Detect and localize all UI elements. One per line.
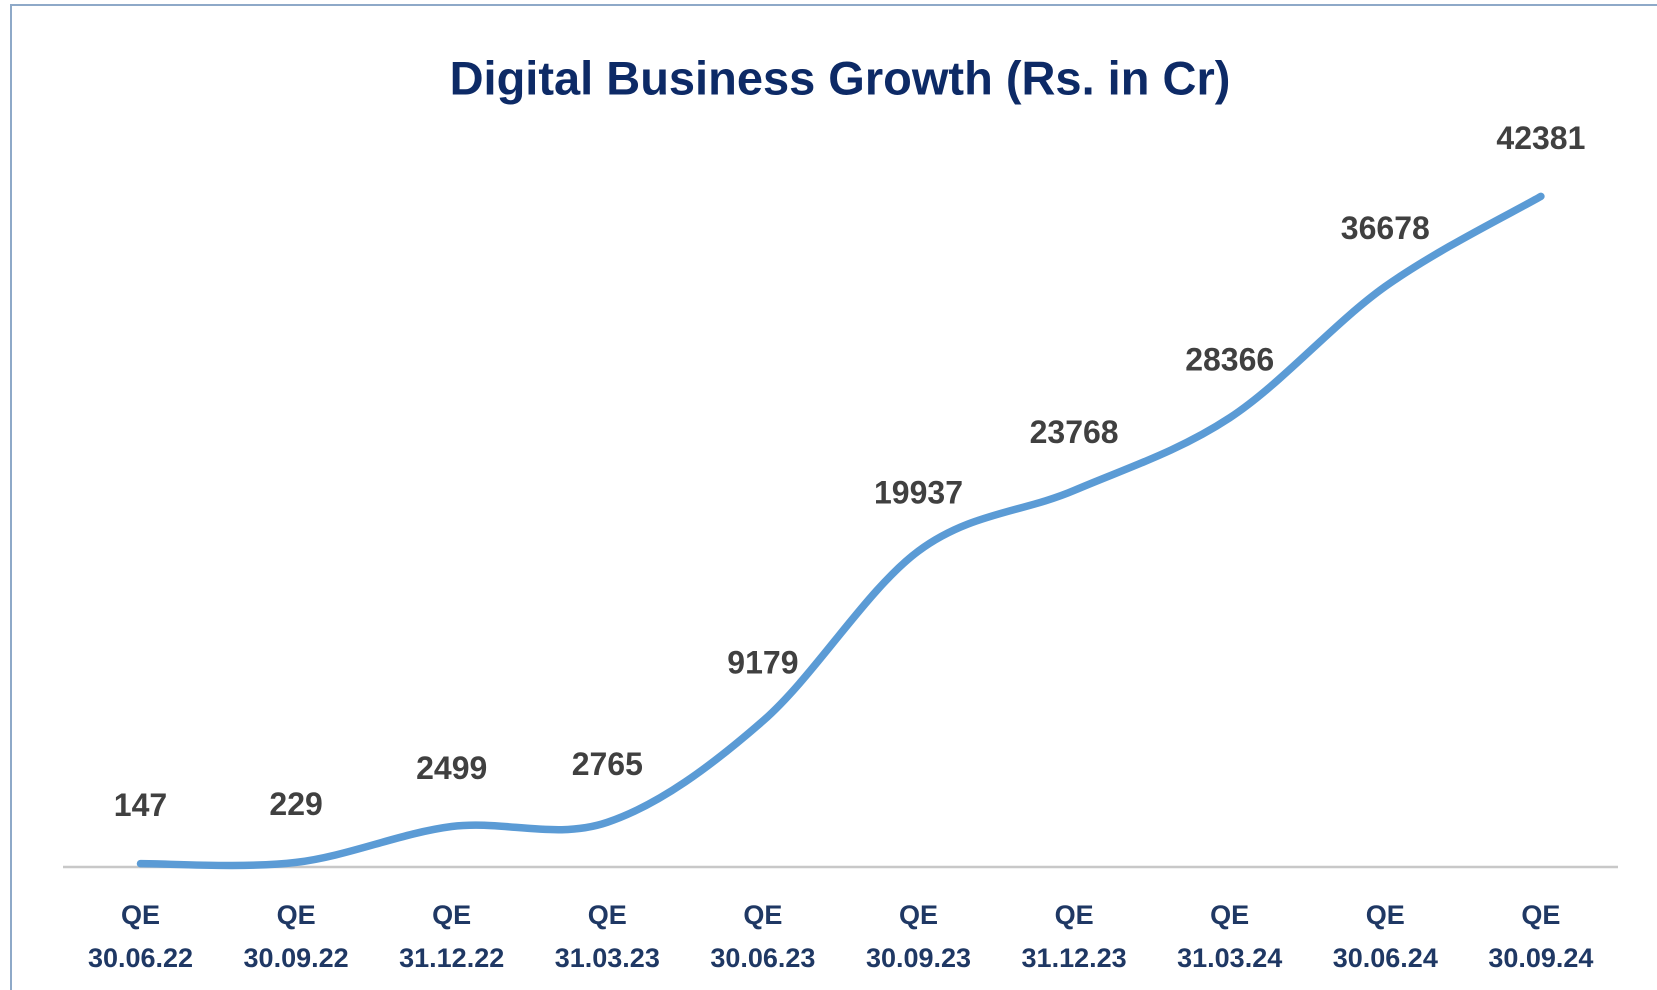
- chart-title: Digital Business Growth (Rs. in Cr): [450, 51, 1231, 104]
- data-label: 19937: [874, 474, 963, 510]
- data-label: 229: [269, 786, 322, 822]
- x-tick-label: QE 30.09.24: [1488, 900, 1594, 973]
- data-label: 42381: [1496, 120, 1585, 156]
- data-label: 36678: [1341, 210, 1430, 246]
- x-tick-label: QE 30.06.24: [1332, 900, 1438, 973]
- data-label: 23768: [1030, 414, 1119, 450]
- data-label: 2765: [572, 746, 643, 782]
- x-tick-label: QE 31.03.24: [1177, 900, 1283, 973]
- x-tick-label: QE 30.06.23: [710, 900, 816, 973]
- x-tick-label: QE 31.12.23: [1021, 900, 1127, 973]
- x-tick-label: QE 30.09.22: [243, 900, 349, 973]
- x-tick-label: QE 30.09.23: [865, 900, 972, 973]
- data-label: 2499: [416, 750, 487, 786]
- x-tick-label: QE 31.12.22: [399, 900, 505, 973]
- data-label: 9179: [727, 644, 798, 680]
- chart-border: [10, 4, 1657, 990]
- line: [136, 192, 1545, 870]
- data-label: 147: [114, 787, 167, 823]
- x-tick-label: QE 30.06.22: [87, 900, 194, 973]
- data-label: 28366: [1185, 341, 1274, 377]
- x-tick-label: QE 31.03.23: [554, 900, 660, 973]
